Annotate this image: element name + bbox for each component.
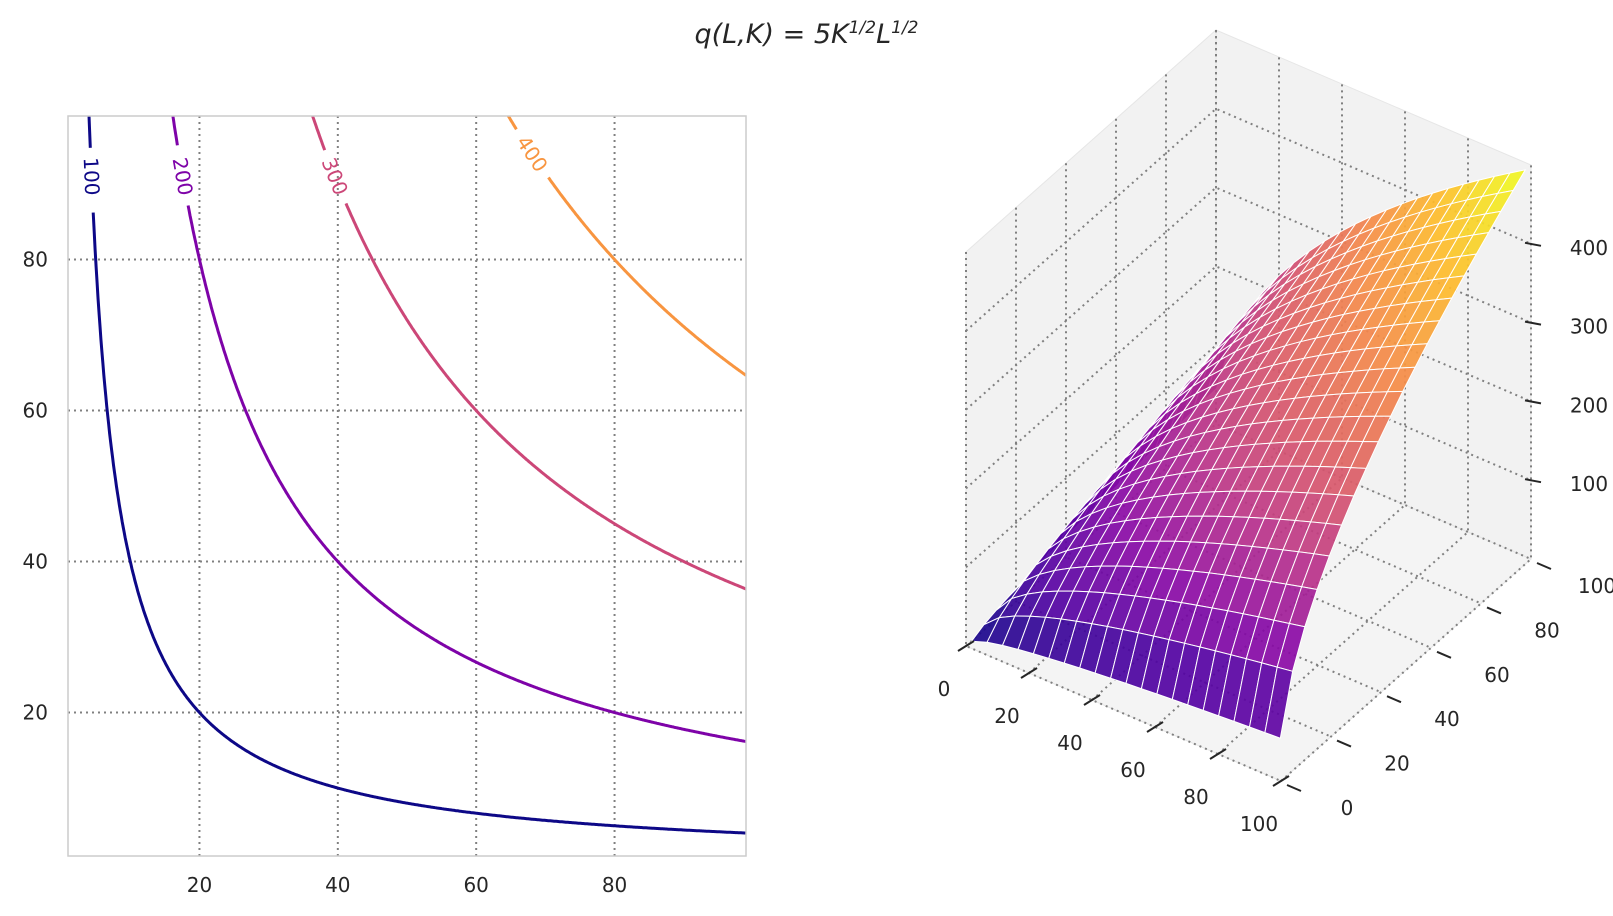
surface-3d-plot: 0 20 40 60 80 100 0 20 40 60 80 100 100 200 300 400 <box>938 28 1613 836</box>
z-tick-label: 200 <box>1570 393 1608 417</box>
plot-frame <box>67 115 747 857</box>
x-tick-label: 20 <box>187 873 212 897</box>
title-exponent-l: 1/2 <box>891 18 919 38</box>
x-tick-label: 60 <box>463 873 488 897</box>
x-tick <box>1083 694 1101 706</box>
contour-line-200 <box>171 116 179 146</box>
y-tick-label: 60 <box>23 398 48 422</box>
x-tick-label: 40 <box>1057 731 1082 755</box>
contour-line-400 <box>547 176 746 377</box>
y-tick-label: 20 <box>23 701 48 725</box>
z-tick-label: 300 <box>1570 315 1608 339</box>
title-main: q(L,K) = 5K <box>694 19 849 50</box>
y-tick <box>1486 606 1502 615</box>
y-tick-label: 40 <box>1434 707 1459 731</box>
y-tick <box>1386 695 1402 704</box>
contour-line-400 <box>506 116 518 131</box>
contour-line-100 <box>87 116 92 148</box>
y-tick-label: 60 <box>1484 663 1509 687</box>
z-tick-label: 400 <box>1570 236 1608 260</box>
x-tick-label: 80 <box>1183 785 1208 809</box>
z-tick <box>1524 241 1542 247</box>
x-tick-label: 0 <box>938 677 951 701</box>
x-tick-label: 80 <box>602 873 627 897</box>
plot-area <box>68 116 746 856</box>
x-tick <box>1272 775 1290 787</box>
contour-label-100: 100 <box>79 157 105 196</box>
x-tick-label: 60 <box>1120 758 1145 782</box>
x-tick-label: 100 <box>1240 812 1278 836</box>
y-tick-label: 40 <box>23 550 48 574</box>
x-tick-label: 20 <box>994 704 1019 728</box>
contour-line-100 <box>91 212 746 835</box>
x-tick <box>957 640 975 652</box>
z-tick <box>1524 320 1542 326</box>
z-tick-label: 100 <box>1570 472 1608 496</box>
x-tick <box>1020 667 1038 679</box>
y-tick <box>1336 739 1352 748</box>
y-tick <box>1436 650 1452 659</box>
contour-line-300 <box>344 202 746 591</box>
z-tick <box>1524 478 1542 484</box>
title-exponent-k: 1/2 <box>848 18 877 38</box>
x-tick <box>1209 748 1227 760</box>
y-tick-label: 80 <box>1534 618 1559 642</box>
contour-line-200 <box>186 205 746 743</box>
y-tick-label: 80 <box>23 247 48 271</box>
z-tick <box>1524 399 1542 405</box>
surface-patch <box>1264 666 1294 739</box>
y-tick-label: 100 <box>1578 574 1613 598</box>
y-tick <box>1286 784 1302 792</box>
x-tick <box>1146 721 1164 733</box>
x-tick-label: 40 <box>325 873 350 897</box>
surface <box>970 169 1527 739</box>
y-tick <box>1536 562 1552 570</box>
y-tick-label: 0 <box>1341 796 1354 820</box>
figure-title: q(L,K) = 5K1/2L1/2 <box>0 18 1613 50</box>
contour-line-300 <box>311 116 327 151</box>
y-tick-label: 20 <box>1384 752 1409 776</box>
title-mid: L <box>876 19 892 50</box>
